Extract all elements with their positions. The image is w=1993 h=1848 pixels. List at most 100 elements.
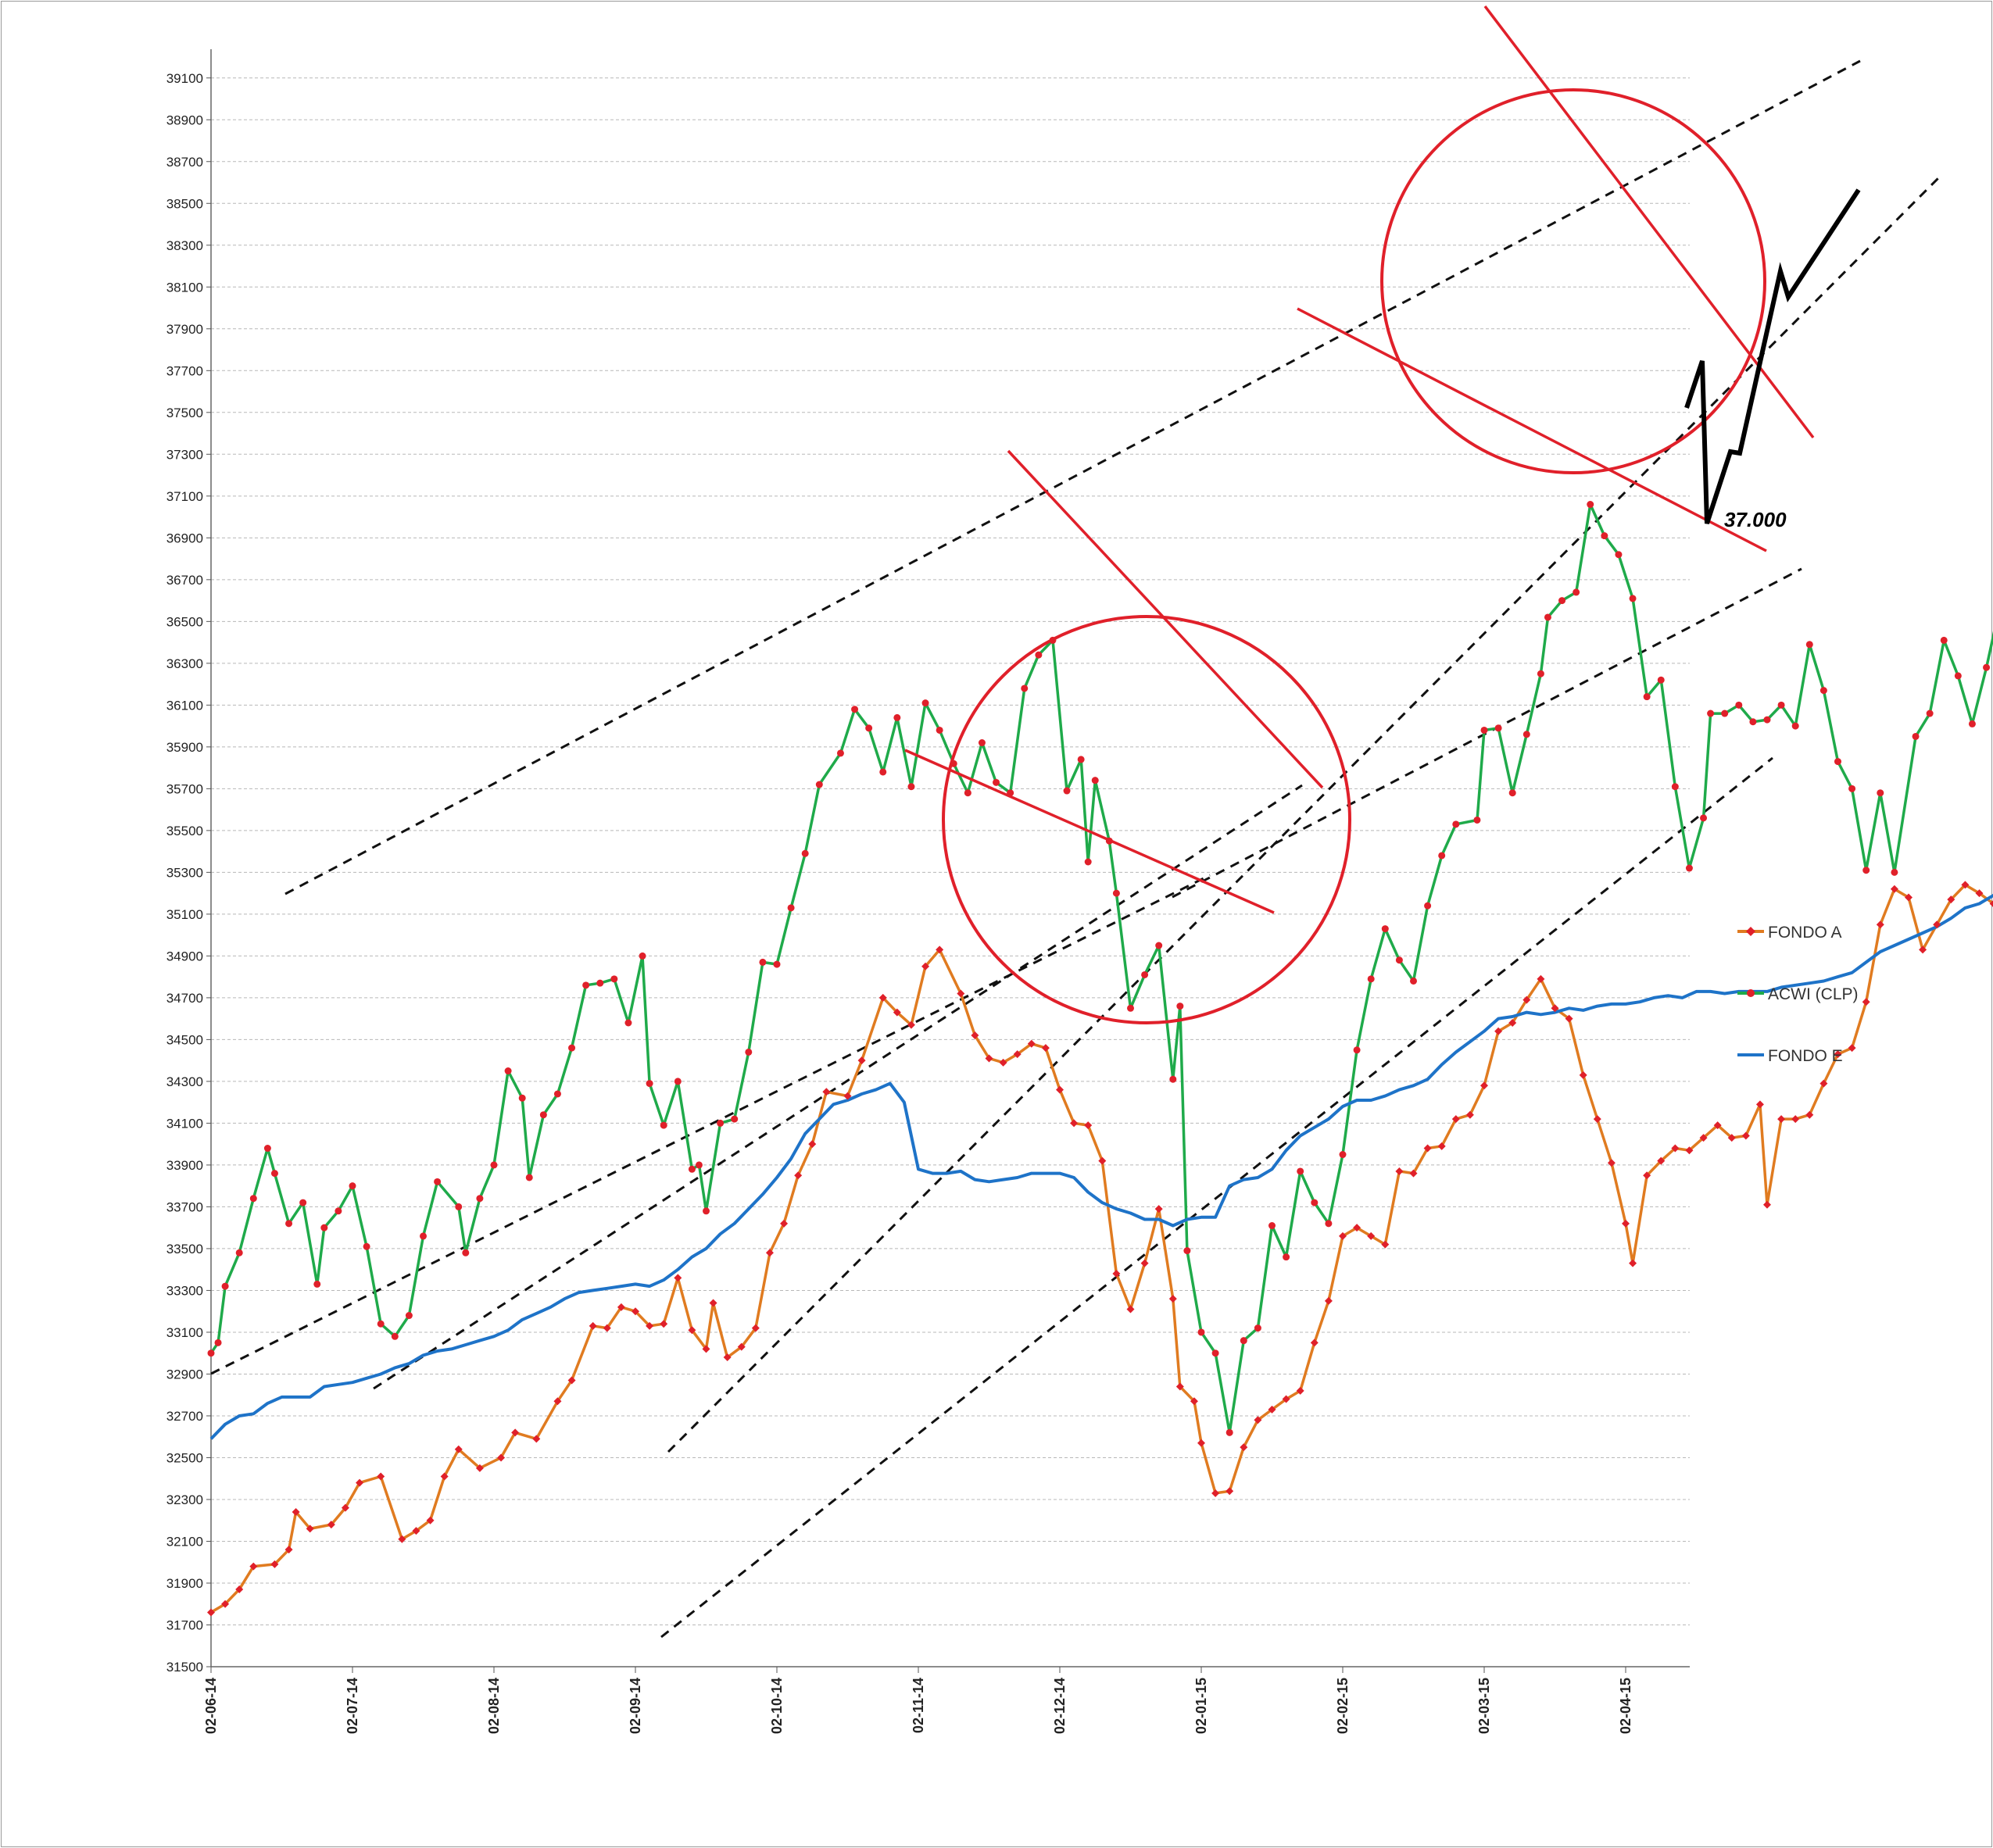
trend-lines bbox=[210, 59, 1943, 1639]
data-point bbox=[1084, 1121, 1093, 1130]
data-point bbox=[765, 1249, 774, 1257]
data-point bbox=[1657, 676, 1665, 684]
data-point bbox=[1381, 1240, 1390, 1249]
data-point bbox=[1791, 1115, 1800, 1124]
data-point bbox=[1975, 889, 1984, 898]
data-point bbox=[1989, 900, 1993, 907]
data-point bbox=[1126, 1305, 1135, 1314]
data-point bbox=[836, 749, 844, 757]
data-point bbox=[1035, 651, 1043, 659]
data-point bbox=[440, 1472, 449, 1481]
data-point bbox=[377, 1472, 385, 1481]
data-point bbox=[1339, 1151, 1347, 1159]
y-tick-label: 35900 bbox=[166, 740, 203, 755]
legend-marker bbox=[1746, 927, 1755, 936]
data-point bbox=[1622, 1219, 1630, 1228]
data-point bbox=[717, 1119, 725, 1127]
data-point bbox=[723, 1353, 732, 1362]
data-point bbox=[1077, 756, 1085, 763]
trend-line bbox=[1172, 567, 1802, 899]
data-point bbox=[688, 1326, 696, 1335]
data-point bbox=[518, 1094, 526, 1102]
legend-item: FONDO E bbox=[1737, 1047, 1843, 1065]
data-point bbox=[341, 1503, 349, 1512]
trend-line bbox=[660, 756, 1773, 1639]
data-point bbox=[907, 783, 915, 791]
red-trend-line bbox=[904, 749, 1275, 914]
x-tick-label: 02-09-14 bbox=[628, 1678, 643, 1734]
x-tick-label: 02-06-14 bbox=[203, 1678, 219, 1734]
data-point bbox=[1551, 1004, 1559, 1013]
data-point bbox=[1933, 920, 1941, 929]
data-point bbox=[1537, 670, 1544, 677]
data-point bbox=[759, 958, 767, 966]
data-point bbox=[1834, 758, 1841, 766]
data-point bbox=[1410, 977, 1417, 985]
data-point bbox=[936, 945, 944, 954]
data-point bbox=[1685, 864, 1693, 872]
red-trend-line bbox=[1483, 5, 1815, 439]
y-tick-label: 35500 bbox=[166, 824, 203, 838]
data-point bbox=[1508, 1019, 1517, 1027]
data-point bbox=[1848, 1044, 1856, 1053]
data-point bbox=[412, 1527, 420, 1535]
y-tick-label: 33700 bbox=[166, 1199, 203, 1214]
data-point bbox=[553, 1397, 562, 1406]
data-point bbox=[907, 1021, 915, 1029]
data-point bbox=[1084, 858, 1092, 866]
data-point bbox=[1848, 785, 1856, 792]
data-point bbox=[356, 1478, 364, 1487]
data-point bbox=[1961, 881, 1970, 889]
data-point bbox=[1926, 710, 1934, 717]
data-point bbox=[1763, 716, 1771, 724]
data-point bbox=[1494, 1027, 1503, 1035]
data-point bbox=[1819, 1079, 1828, 1088]
data-point bbox=[1451, 1115, 1460, 1124]
series-lines bbox=[209, 502, 1993, 1614]
trend-line bbox=[667, 173, 1943, 1453]
data-point bbox=[1643, 693, 1651, 701]
data-point bbox=[221, 1282, 229, 1290]
highlight-circle bbox=[1380, 88, 1766, 474]
data-point bbox=[1741, 1131, 1750, 1140]
y-tick-label: 35300 bbox=[166, 865, 203, 880]
data-point bbox=[751, 1324, 760, 1332]
y-tick-label: 36700 bbox=[166, 573, 203, 588]
data-point bbox=[525, 1174, 533, 1181]
data-point bbox=[1424, 902, 1432, 910]
series-line-2 bbox=[209, 893, 1993, 1440]
data-point bbox=[1494, 724, 1502, 732]
data-point bbox=[553, 1090, 561, 1098]
x-tick-label: 02-01-15 bbox=[1193, 1678, 1209, 1734]
data-point bbox=[1805, 641, 1813, 649]
data-point bbox=[787, 904, 795, 912]
data-point bbox=[1183, 1247, 1191, 1255]
data-point bbox=[745, 1048, 753, 1056]
data-point bbox=[1353, 1224, 1361, 1232]
data-point bbox=[1522, 731, 1530, 738]
data-point bbox=[490, 1161, 498, 1169]
data-point bbox=[1409, 1169, 1418, 1178]
data-point bbox=[327, 1521, 335, 1529]
data-point bbox=[1225, 1487, 1234, 1496]
data-point bbox=[703, 1207, 710, 1215]
y-tick-label: 33500 bbox=[166, 1242, 203, 1256]
data-point bbox=[1154, 1205, 1163, 1214]
data-point bbox=[1175, 1382, 1184, 1391]
data-point bbox=[921, 962, 930, 970]
data-point bbox=[1310, 1339, 1319, 1347]
data-point bbox=[964, 789, 971, 797]
axes bbox=[210, 49, 1690, 1667]
data-point bbox=[1615, 551, 1623, 559]
data-point bbox=[504, 1067, 512, 1075]
data-point bbox=[1473, 816, 1481, 824]
y-tick-label: 36300 bbox=[166, 656, 203, 671]
data-point bbox=[270, 1170, 278, 1178]
y-tick-label: 39100 bbox=[166, 71, 203, 86]
data-point bbox=[1254, 1416, 1262, 1424]
data-point bbox=[320, 1224, 328, 1231]
data-point bbox=[1168, 1295, 1177, 1303]
y-tick-label: 37300 bbox=[166, 447, 203, 462]
